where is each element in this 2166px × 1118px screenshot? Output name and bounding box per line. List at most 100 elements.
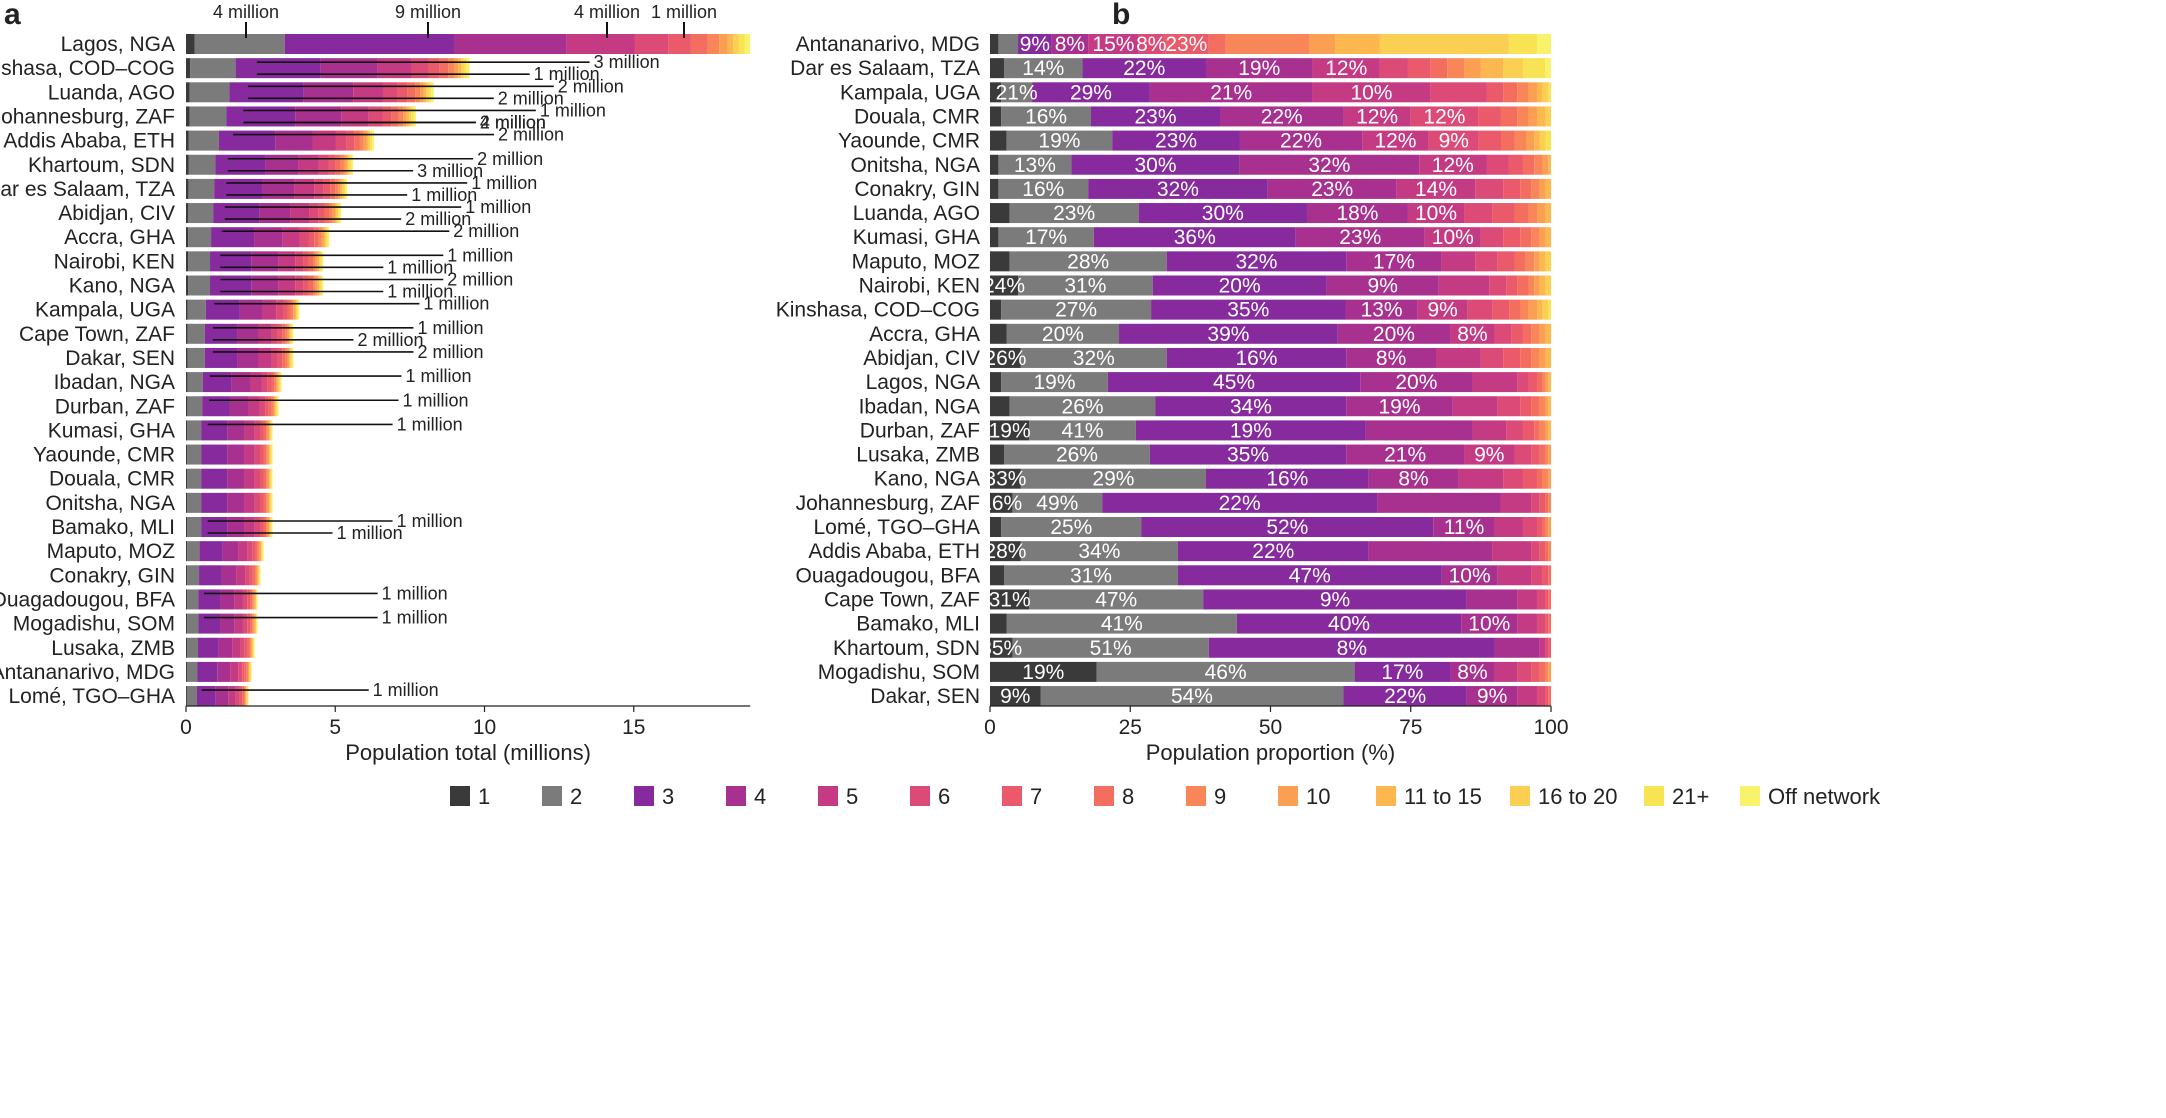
bar-b-seg <box>1006 613 1237 634</box>
legend-swatch-7 <box>1002 786 1022 806</box>
bar-a-seg <box>254 517 261 537</box>
segment-label: 12% <box>1423 105 1465 128</box>
bar-a-lom-tgo-gha <box>186 686 249 707</box>
bar-a-seg <box>247 637 250 658</box>
segment-label: 8% <box>1376 347 1406 370</box>
bar-b-seg <box>1362 130 1429 151</box>
bar-b-seg <box>1155 396 1347 417</box>
bar-b-seg <box>1417 299 1468 320</box>
bar-a-seg <box>204 323 238 344</box>
bar-a-seg <box>254 613 256 634</box>
bar-a-seg <box>227 517 245 537</box>
bar-b-seg <box>1531 444 1540 465</box>
bar-a-seg <box>186 444 188 465</box>
bar-a-seg <box>249 661 250 682</box>
bar-b-kinshasa-cod-cog: 27% 35% 13% 9% <box>990 299 1551 322</box>
bar-a-seg <box>431 82 434 103</box>
bar-a-seg <box>186 565 188 586</box>
bar-b-seg <box>990 517 1002 537</box>
bar-a-seg <box>244 468 255 489</box>
x-tick-label-a: 5 <box>329 716 341 739</box>
bar-a-seg <box>295 275 304 296</box>
bar-a-seg <box>246 686 247 707</box>
bar-a-seg <box>262 299 277 320</box>
bar-a-seg <box>186 420 188 441</box>
bar-a-seg <box>231 372 251 393</box>
bar-b-seg <box>1088 178 1268 199</box>
x-tick-label-a: 10 <box>473 716 496 739</box>
bar-b-seg <box>1520 347 1532 368</box>
bar-a-seg <box>250 661 252 682</box>
city-label-b-lom-tgo-gha: Lomé, TGO–GHA <box>813 516 980 539</box>
bar-b-seg <box>1464 203 1493 224</box>
bar-a-seg <box>269 517 270 537</box>
bar-b-seg <box>1088 34 1139 54</box>
bar-b-ouagadougou-bfa: 31% 47% 10% <box>990 564 1551 587</box>
bar-b-seg <box>1203 589 1467 610</box>
bar-a-seg <box>315 251 318 272</box>
bar-a-seg <box>275 130 313 151</box>
bar-a-seg <box>204 347 238 368</box>
bar-a-seg <box>271 420 273 441</box>
bar-a-seg <box>271 347 278 368</box>
bar-b-seg <box>1135 420 1366 441</box>
city-label-a-maputo-moz: Maputo, MOZ <box>47 540 176 563</box>
bar-b-seg <box>1539 178 1546 199</box>
bar-a-seg <box>254 227 283 248</box>
city-label-b-dar-es-salaam-tza: Dar es Salaam, TZA <box>790 57 980 80</box>
city-label-b-antananarivo-mdg: Antananarivo, MDG <box>796 33 980 56</box>
bar-b-seg <box>1548 492 1551 513</box>
bar-b-seg <box>1536 468 1543 489</box>
segment-label: 47% <box>1289 564 1331 587</box>
bar-a-seg <box>308 275 314 296</box>
legend-label-3: 3 <box>662 784 674 809</box>
bar-b-seg <box>1503 82 1518 103</box>
city-label-a-accra-gha: Accra, GHA <box>64 226 175 249</box>
bar-b-seg <box>1503 227 1521 248</box>
bar-b-seg <box>1345 299 1418 320</box>
bar-b-seg <box>990 275 1019 296</box>
annotation-label: 1 million <box>540 100 606 120</box>
bar-a-seg <box>363 130 367 151</box>
bar-b-seg <box>1004 565 1178 586</box>
bar-a-seg <box>255 541 258 562</box>
bar-b-seg <box>990 347 1021 368</box>
city-label-a-kinshasa-cod-cog: Kinshasa, COD–COG <box>0 57 175 80</box>
bar-b-seg <box>1545 589 1549 610</box>
bar-b-seg <box>1480 58 1504 79</box>
bar-a-seg <box>266 420 268 441</box>
bar-b-seg <box>1239 154 1420 175</box>
bar-a-seg <box>277 323 283 344</box>
legend-swatch-9 <box>1186 786 1206 806</box>
bar-b-seg <box>1548 396 1551 417</box>
bar-b-seg <box>1001 517 1142 537</box>
bar-a-seg <box>335 178 339 199</box>
bar-b-seg <box>1239 130 1363 151</box>
segment-label: 8% <box>1398 468 1428 491</box>
bar-a-seg <box>238 661 243 682</box>
bar-a-seg <box>255 613 257 634</box>
bar-b-kumasi-gha: 17% 36% 23% 10% <box>990 226 1551 249</box>
segment-label: 16% <box>1022 178 1064 201</box>
city-label-b-kampala-uga: Kampala, UGA <box>840 81 980 104</box>
legend-label-21: 21+ <box>1672 784 1709 809</box>
bar-b-seg <box>1441 251 1476 272</box>
bar-a-seg <box>251 275 279 296</box>
bar-b-seg <box>1539 492 1546 513</box>
bar-a-seg <box>250 372 262 393</box>
bar-a-seg <box>186 178 189 199</box>
bar-a-seg <box>194 34 285 54</box>
bar-a-seg <box>428 82 432 103</box>
city-label-a-luanda-ago: Luanda, AGO <box>48 81 175 104</box>
bar-a-kumasi-gha <box>186 420 273 441</box>
bar-b-seg <box>1548 589 1551 610</box>
bar-b-seg <box>1522 420 1535 441</box>
bar-b-seg <box>1531 178 1540 199</box>
bar-b-seg <box>1480 347 1504 368</box>
bar-a-seg <box>254 589 256 610</box>
bar-b-seg <box>1494 637 1540 658</box>
bar-a-seg <box>187 444 202 465</box>
bar-b-seg <box>1312 82 1431 103</box>
